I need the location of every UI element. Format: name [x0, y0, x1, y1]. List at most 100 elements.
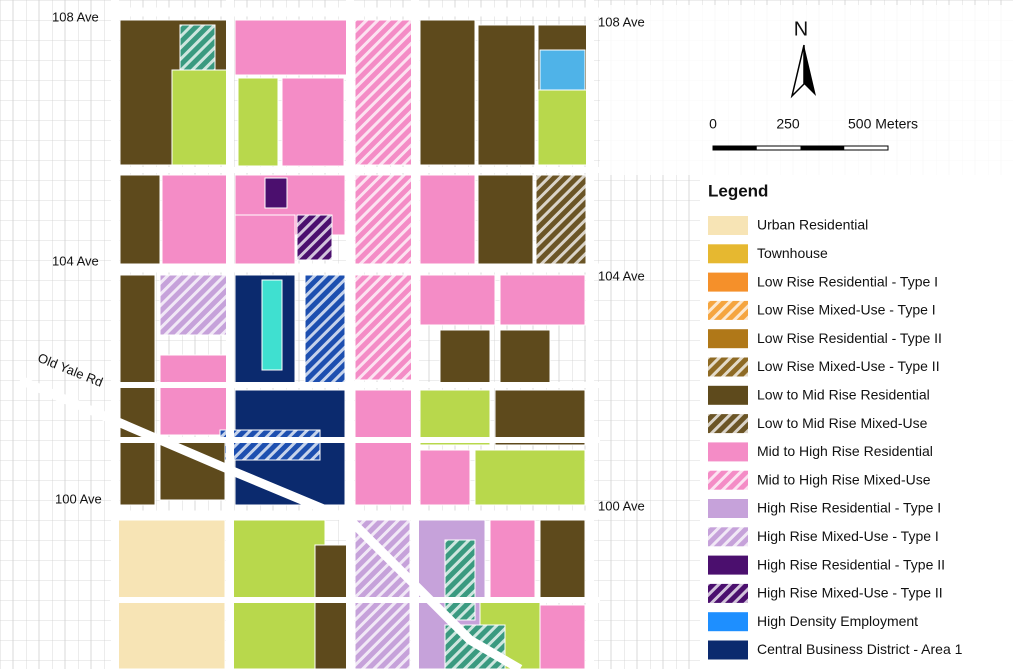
legend-panel — [700, 175, 1013, 669]
street-label: 100 Ave — [55, 491, 102, 506]
roads — [18, 0, 600, 669]
land-use-blocks — [114, 19, 589, 669]
land-use-block — [419, 174, 476, 266]
road — [110, 167, 600, 603]
north-label: N — [794, 18, 808, 40]
land-use-block — [261, 279, 283, 371]
north-arrow: N — [790, 18, 816, 99]
land-use-block — [264, 177, 288, 209]
land-use-block — [179, 24, 216, 71]
land-use-block — [114, 519, 226, 669]
land-use-block — [354, 519, 411, 669]
land-use-block — [494, 389, 586, 446]
legend-label: Low Rise Mixed-Use - Type II — [757, 358, 940, 374]
legend-swatch — [708, 555, 748, 575]
land-use-block — [159, 354, 229, 436]
land-use-block — [535, 174, 587, 266]
land-use-block — [296, 214, 333, 261]
land-use-block — [477, 24, 536, 166]
land-use-block — [419, 449, 471, 506]
street-label: 108 Ave — [598, 14, 645, 29]
legend-label: Central Business District - Area 1 — [757, 641, 963, 657]
legend-swatch — [708, 244, 748, 264]
legend-swatch — [708, 470, 748, 490]
street-label: 104 Ave — [52, 253, 99, 268]
land-use-block — [354, 174, 413, 266]
land-use-block — [314, 544, 351, 669]
legend-swatch — [708, 300, 748, 320]
legend-swatch — [708, 527, 748, 547]
land-use-block — [419, 19, 476, 166]
legend-label: Townhouse — [757, 245, 828, 261]
legend-swatch — [708, 640, 748, 660]
legend-swatch — [708, 216, 748, 235]
legend-swatch — [708, 385, 748, 405]
land-use-block — [229, 519, 326, 669]
land-use-block — [234, 19, 348, 76]
land-use-block — [539, 49, 586, 91]
legend-swatch — [708, 357, 748, 377]
north-arrow-right — [804, 45, 816, 96]
land-use-block — [499, 329, 551, 386]
land-use-block — [354, 19, 413, 166]
legend-label: Low to Mid Rise Residential — [757, 387, 930, 403]
scale-bar: 0 250 500 Meters — [709, 116, 918, 151]
legend-swatch — [708, 442, 748, 462]
scale-bar-segment — [713, 146, 757, 150]
legend-label: High Rise Mixed-Use - Type II — [757, 585, 943, 601]
land-use-block — [439, 329, 491, 386]
legend-label: Mid to High Rise Residential — [757, 443, 933, 459]
land-use-block — [171, 69, 228, 166]
land-use-block — [499, 274, 586, 326]
land-use-block — [419, 389, 491, 446]
land-use-block — [281, 77, 345, 167]
land-use-block — [537, 89, 589, 166]
legend-title: Legend — [708, 181, 768, 200]
land-use-block — [159, 274, 229, 336]
legend-swatch — [708, 329, 748, 349]
road — [110, 7, 600, 520]
legend-swatch — [708, 612, 748, 632]
legend-label: Low Rise Residential - Type I — [757, 273, 938, 289]
legend-label: High Rise Mixed-Use - Type I — [757, 528, 939, 544]
legend-label: Urban Residential — [757, 217, 868, 233]
land-use-block — [489, 519, 536, 601]
street-label: 100 Ave — [598, 498, 645, 513]
land-use-block — [237, 77, 279, 167]
land-use-block — [234, 214, 296, 266]
legend-label: High Density Employment — [757, 613, 918, 629]
street-label: 104 Ave — [598, 268, 645, 283]
scale-label: 250 — [776, 116, 800, 132]
land-use-block — [354, 389, 413, 506]
land-use-block — [219, 429, 321, 461]
scale-label: 0 — [709, 116, 717, 132]
road — [111, 0, 594, 669]
land-use-block — [119, 274, 156, 506]
legend-label: High Rise Residential - Type I — [757, 500, 941, 516]
legend-label: High Rise Residential - Type II — [757, 556, 945, 572]
legend-label: Low to Mid Rise Mixed-Use — [757, 415, 928, 431]
legend-swatch — [708, 499, 748, 518]
scale-bar-segment — [800, 146, 845, 150]
legend-label: Low Rise Mixed-Use - Type I — [757, 302, 936, 318]
street-label: 108 Ave — [52, 9, 99, 24]
legend-swatch — [708, 583, 748, 603]
land-use-block — [444, 539, 476, 621]
land-use-block — [119, 174, 161, 266]
land-use-block — [474, 449, 586, 506]
land-use-block — [354, 274, 413, 381]
legend-swatch — [708, 414, 748, 434]
land-use-block — [539, 604, 586, 669]
legend-label: Low Rise Residential - Type II — [757, 330, 942, 346]
land-use-block — [161, 174, 228, 266]
land-use-block — [539, 519, 586, 601]
scale-label: 500 Meters — [848, 116, 918, 132]
legend-label: Mid to High Rise Mixed-Use — [757, 471, 931, 487]
legend: Urban Residential Townhouse Low Rise Resid… — [708, 216, 963, 660]
land-use-block — [419, 274, 496, 326]
land-use-block — [304, 274, 346, 386]
legend-swatch — [708, 272, 748, 292]
land-use-block — [477, 174, 534, 266]
